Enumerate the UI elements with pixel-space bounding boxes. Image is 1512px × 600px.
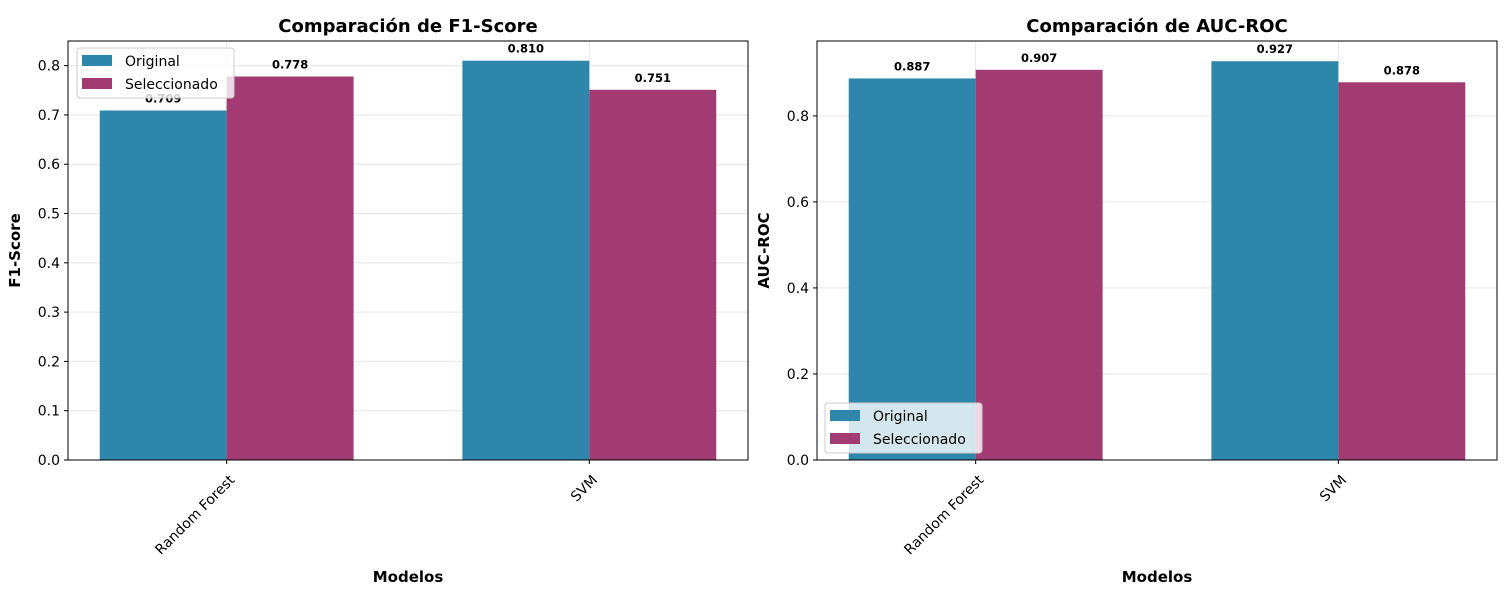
bar-original-random-forest xyxy=(99,110,227,461)
y-tick-label: 0.8 xyxy=(787,109,809,125)
legend: Original Seleccionado xyxy=(76,47,235,99)
chart-title: Comparación de AUC-ROC xyxy=(1026,16,1288,37)
data-label: 0.778 xyxy=(272,57,308,71)
bar-seleccionado-random-forest xyxy=(226,76,354,461)
legend-label: Original xyxy=(873,409,928,425)
data-label: 0.751 xyxy=(635,71,671,85)
data-label: 0.907 xyxy=(1021,51,1057,65)
y-tick-label: 0.3 xyxy=(38,305,60,321)
legend-swatch xyxy=(82,55,112,66)
y-axis-label: AUC-ROC xyxy=(755,212,773,288)
bar-seleccionado-svm xyxy=(589,89,717,460)
y-tick-label: 0.2 xyxy=(38,354,60,370)
x-tick-label: Random Forest xyxy=(901,472,987,558)
y-tick-label: 0.7 xyxy=(38,108,60,124)
chart-panel-1: 0.7090.8100.7780.7510.00.10.20.30.40.50.… xyxy=(6,16,749,586)
y-tick-label: 0.6 xyxy=(787,195,809,211)
legend-label: Seleccionado xyxy=(873,432,966,448)
bar-seleccionado-random-forest xyxy=(975,69,1103,460)
y-tick-label: 0.6 xyxy=(38,157,60,173)
data-label: 0.810 xyxy=(508,42,544,56)
y-tick-label: 0.0 xyxy=(787,453,809,469)
x-tick-label: Random Forest xyxy=(152,472,238,558)
bar-original-svm xyxy=(1211,61,1339,460)
legend-label: Seleccionado xyxy=(125,77,218,93)
legend-label: Original xyxy=(125,54,180,70)
plot-frame xyxy=(816,40,1498,461)
plot-frame xyxy=(67,40,749,461)
legend-box xyxy=(76,47,235,99)
y-axis-label: F1-Score xyxy=(6,213,24,287)
data-label: 0.878 xyxy=(1384,63,1420,77)
data-label: 0.887 xyxy=(894,59,930,73)
y-tick-label: 0.8 xyxy=(38,59,60,75)
data-label: 0.927 xyxy=(1257,42,1293,56)
y-tick-label: 0.4 xyxy=(787,281,809,297)
y-tick-label: 0.0 xyxy=(38,453,60,469)
legend-swatch xyxy=(830,433,860,444)
chart-panel-2: 0.887 0.927 0.907 0.878 0.0 0.2 0.4 0.6 0.8 Rando… xyxy=(755,16,1498,586)
x-axis-label: Modelos xyxy=(1122,568,1193,586)
x-tick-label: SVM xyxy=(1317,472,1350,505)
bar-original-random-forest xyxy=(848,78,976,460)
legend-box xyxy=(824,402,983,454)
x-axis-label: Modelos xyxy=(373,568,444,586)
legend-swatch xyxy=(830,410,860,421)
bar-original-svm xyxy=(462,60,590,460)
bar-seleccionado-svm xyxy=(1338,82,1466,461)
y-tick-label: 0.2 xyxy=(787,367,809,383)
legend: Original Seleccionado xyxy=(824,402,983,454)
x-tick-label: SVM xyxy=(568,472,601,505)
y-tick-label: 0.4 xyxy=(38,256,60,272)
chart-title: Comparación de F1-Score xyxy=(278,16,537,37)
y-tick-label: 0.1 xyxy=(38,404,60,420)
y-tick-label: 0.5 xyxy=(38,207,60,223)
legend-swatch xyxy=(82,78,112,89)
